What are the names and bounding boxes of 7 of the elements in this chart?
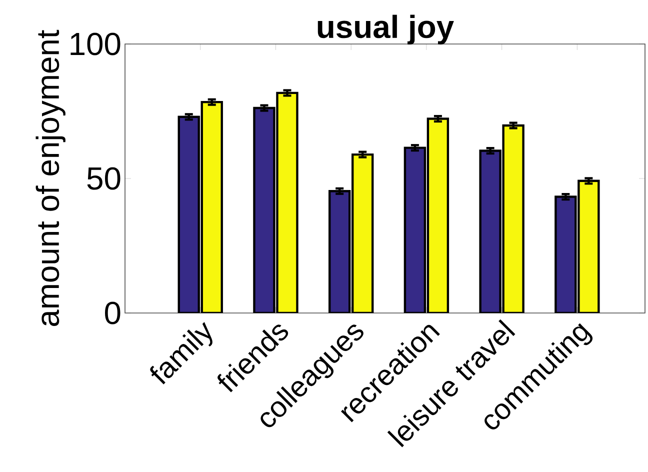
chart-title: usual joy bbox=[318, 14, 454, 44]
y-tick-label: 50 bbox=[87, 167, 120, 190]
y-tick-label: 0 bbox=[105, 302, 120, 324]
y-axis-title: amount of enjoyment bbox=[36, 30, 66, 326]
bar bbox=[554, 196, 577, 313]
bar bbox=[479, 150, 502, 313]
y-tick-label: 100 bbox=[70, 32, 120, 56]
